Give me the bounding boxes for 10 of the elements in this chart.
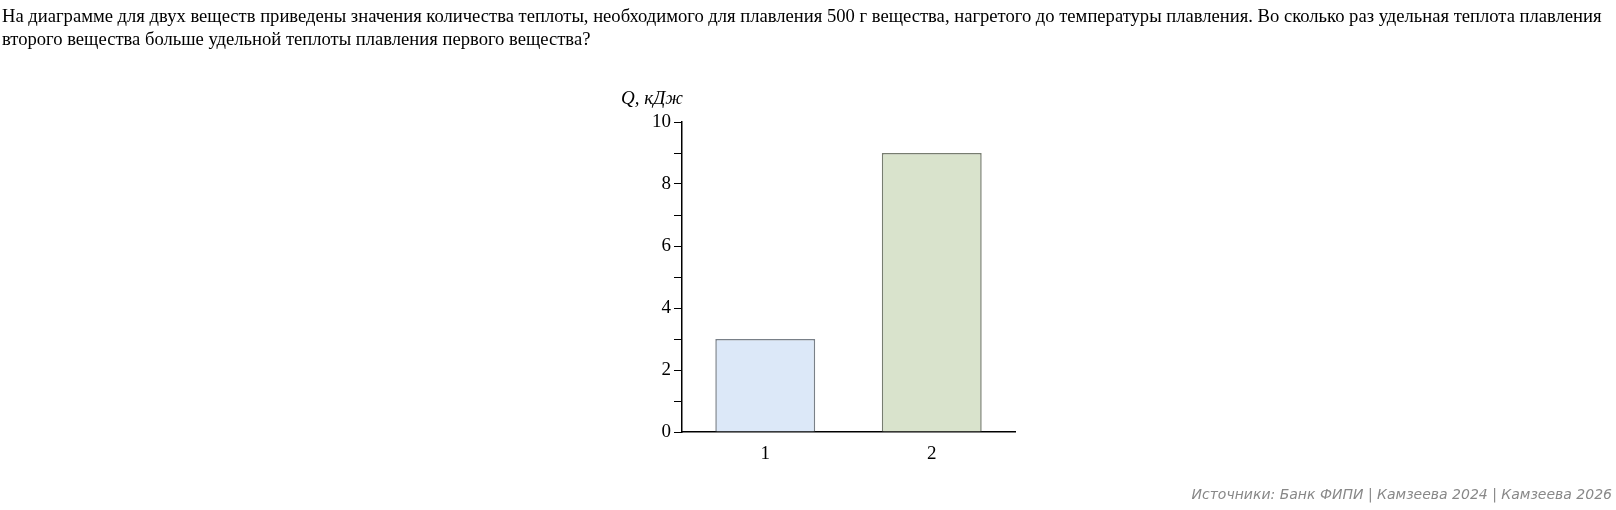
y-tick-label: 6: [661, 233, 671, 255]
y-tick-label: 10: [652, 109, 671, 131]
y-axis-title: Q, кДж: [621, 86, 684, 108]
y-tick-label: 2: [661, 357, 671, 379]
y-tick-label: 4: [661, 295, 672, 317]
chart-title: На диаграмме для двух веществ приведены значения количества теплоты, необходимого для плавления 500 г вещества, нагретого до температуры плавления. Во сколько раз удельная теплота плавления второго вещества больше удельной теплоты плавления первого вещества?: [2, 4, 1603, 50]
x-tick-label: 1: [760, 442, 770, 464]
text: Источники: Банк ФИПИ | Камзеева 2024 | Камзеева 2026: [1191, 486, 1612, 502]
y-tick-label: 0: [661, 419, 671, 441]
y-tick-label: 8: [661, 171, 671, 193]
